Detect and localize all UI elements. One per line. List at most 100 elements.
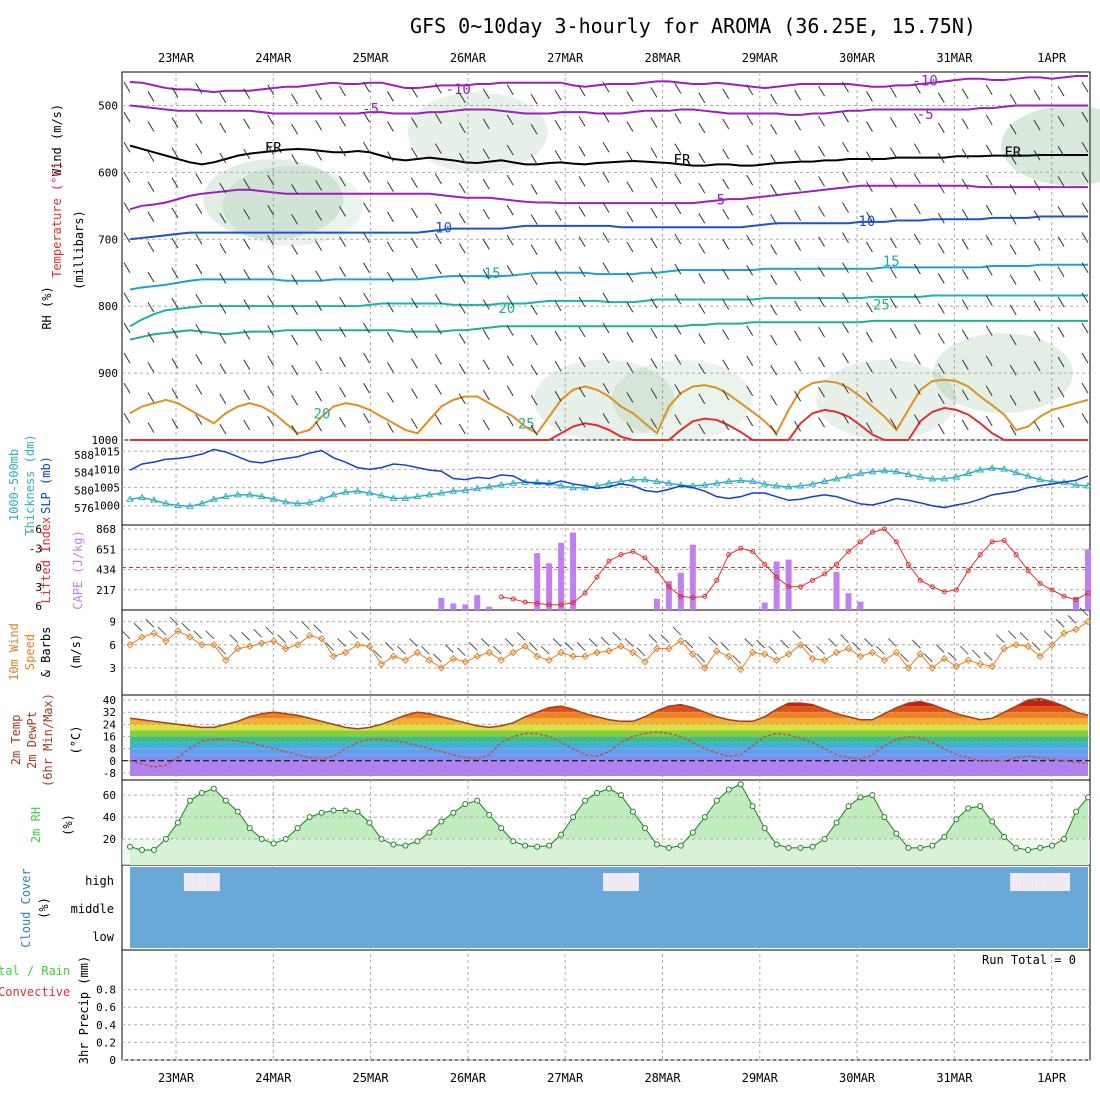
thickness-marker bbox=[281, 497, 290, 505]
wind-barb bbox=[1033, 330, 1041, 342]
temp-band bbox=[130, 718, 1088, 725]
wind-barb bbox=[1057, 266, 1065, 277]
wind-barb bbox=[985, 144, 993, 156]
wind-barb bbox=[794, 150, 802, 161]
wind-barb bbox=[1033, 270, 1041, 282]
wind-barb bbox=[506, 204, 514, 216]
wind-barb bbox=[243, 148, 251, 160]
wind10-barb bbox=[995, 634, 1005, 644]
axis-tick-label: 9 bbox=[109, 616, 116, 629]
wind-barb bbox=[626, 181, 634, 193]
wind-barb bbox=[482, 359, 490, 371]
contour-label: -5 bbox=[362, 101, 379, 117]
rh-marker bbox=[294, 825, 301, 832]
wind-barb bbox=[650, 297, 658, 309]
wind-barb bbox=[363, 111, 370, 123]
wind-barb bbox=[961, 359, 969, 371]
wind-barb bbox=[626, 241, 634, 253]
wind10-barb bbox=[696, 653, 706, 663]
rh-marker bbox=[558, 831, 565, 838]
wind-barb bbox=[937, 152, 945, 164]
wind-barb bbox=[195, 143, 203, 154]
thickness-marker bbox=[748, 477, 757, 484]
wind10-marker bbox=[533, 652, 541, 661]
wind10-barb bbox=[516, 631, 526, 641]
wind-barb bbox=[937, 273, 945, 284]
wind10-marker bbox=[952, 662, 960, 671]
wind10-barb bbox=[672, 626, 682, 636]
wind-barb bbox=[770, 425, 778, 436]
date-label-bottom: 30MAR bbox=[839, 1071, 876, 1085]
wind-barb bbox=[315, 300, 323, 312]
wind-barb bbox=[746, 415, 754, 427]
wind-barb bbox=[1057, 176, 1065, 187]
wind-barb bbox=[387, 301, 394, 313]
wind-barb bbox=[985, 84, 993, 96]
rh-marker bbox=[582, 797, 589, 804]
wind-barb bbox=[602, 111, 610, 123]
wind10-marker bbox=[760, 650, 769, 658]
wind10-marker bbox=[222, 656, 230, 664]
rh-marker bbox=[761, 825, 768, 832]
wind-barb bbox=[674, 354, 682, 365]
wind-barb bbox=[937, 333, 945, 344]
rh-marker bbox=[641, 825, 648, 832]
wind-barb bbox=[410, 358, 418, 369]
wind-barb bbox=[1057, 386, 1065, 398]
wind-barb bbox=[578, 236, 586, 247]
wind-barb bbox=[339, 146, 346, 157]
wind-barb bbox=[387, 392, 394, 403]
wind-barb bbox=[1081, 352, 1089, 364]
wind-barb bbox=[195, 414, 203, 425]
wind-barb bbox=[1033, 240, 1041, 251]
thickness-marker bbox=[329, 490, 338, 498]
li-marker bbox=[869, 529, 875, 535]
wind-barb bbox=[387, 362, 394, 373]
wind-barb bbox=[315, 360, 323, 372]
rh-marker bbox=[366, 819, 373, 826]
thickness-marker bbox=[832, 474, 841, 482]
wind-barb bbox=[267, 204, 275, 216]
wind-barb bbox=[937, 303, 945, 314]
axis-tick-label: 8 bbox=[109, 743, 116, 756]
wind-barb bbox=[554, 240, 562, 251]
axis-tick-label: 0 bbox=[35, 562, 42, 575]
slp-label: SLP (mb) bbox=[39, 456, 53, 514]
thickness-marker bbox=[209, 495, 218, 502]
cape-bar bbox=[462, 604, 469, 610]
wind-barb bbox=[794, 360, 802, 372]
wind-barb bbox=[506, 84, 514, 96]
temp-units: (°C) bbox=[69, 726, 83, 755]
wind10-marker bbox=[509, 648, 517, 657]
wind-barb bbox=[195, 293, 203, 305]
wind-barb bbox=[458, 303, 466, 314]
wind-barb bbox=[937, 182, 945, 194]
contour-label: FR bbox=[674, 152, 691, 168]
wind-barb bbox=[674, 293, 682, 305]
cape-bar bbox=[653, 598, 660, 610]
wind-barb bbox=[267, 295, 275, 306]
wind10-barb bbox=[492, 645, 502, 655]
wind-barb bbox=[315, 119, 323, 131]
li-marker bbox=[522, 599, 528, 605]
rh-marker bbox=[510, 838, 517, 845]
axis-tick-label: 434 bbox=[96, 564, 116, 577]
wind-barb bbox=[1081, 413, 1089, 424]
wind10-marker bbox=[293, 641, 302, 649]
wind-barb bbox=[650, 328, 658, 339]
upper-rh-label: RH (%) bbox=[40, 286, 54, 329]
wind-barb bbox=[554, 390, 562, 402]
wind10-barb bbox=[780, 639, 789, 649]
contour-label: 20 bbox=[498, 301, 515, 317]
wind-barb bbox=[315, 89, 323, 101]
wind-barb bbox=[123, 202, 131, 213]
temp-label-a: 2m Temp bbox=[9, 715, 23, 766]
thickness-marker bbox=[257, 492, 266, 500]
wind10-barb bbox=[660, 634, 670, 644]
wind-barb bbox=[147, 422, 155, 433]
date-label-bottom: 31MAR bbox=[936, 1071, 973, 1085]
wind10-marker bbox=[174, 627, 182, 635]
contour-label: -10 bbox=[446, 82, 471, 98]
li-marker bbox=[881, 526, 887, 532]
dewpt-line bbox=[129, 731, 1089, 768]
